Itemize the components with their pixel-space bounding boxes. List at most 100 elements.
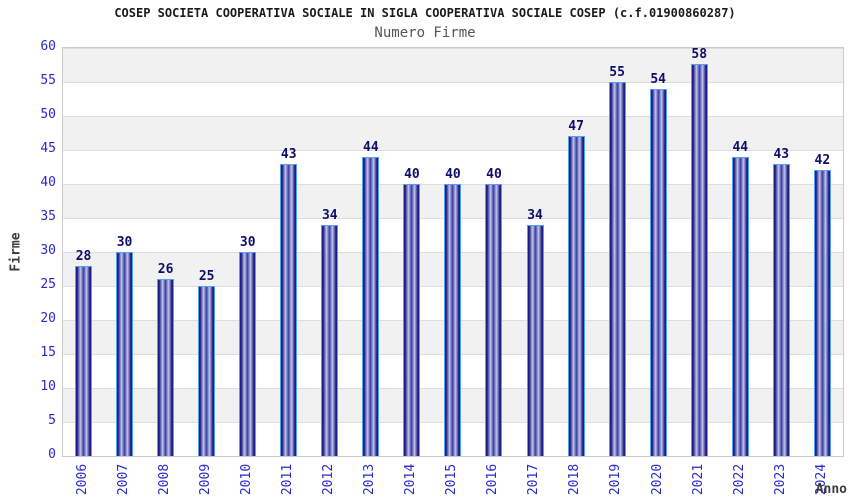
y-tick-label: 45 <box>40 141 56 156</box>
y-tick-label: 50 <box>40 107 56 122</box>
bar-slot-2024: 42 <box>802 48 843 456</box>
bar <box>649 88 667 456</box>
bar-value-label: 26 <box>157 262 174 278</box>
bar <box>444 184 462 456</box>
bar <box>567 136 585 456</box>
chart-subtitle: Numero Firme <box>374 25 476 41</box>
x-tick-slot: 2017 <box>514 458 555 500</box>
bar <box>813 170 831 456</box>
bar-slot-2006: 28 <box>63 48 104 456</box>
y-tick-label: 55 <box>40 73 56 88</box>
bar-slot-2010: 30 <box>227 48 268 456</box>
bar <box>526 224 544 456</box>
bar-value-label: 55 <box>609 65 625 80</box>
bar-slot-2023: 43 <box>761 48 802 456</box>
y-tick-label: 10 <box>40 379 56 394</box>
bar <box>608 82 626 456</box>
x-tick-label: 2021 <box>690 463 706 495</box>
x-tick-slot: 2011 <box>267 458 308 500</box>
x-tick-label: 2015 <box>444 463 460 495</box>
bar <box>362 156 380 456</box>
bar-slot-2012: 34 <box>309 48 350 456</box>
x-tick-label: 2009 <box>198 463 214 495</box>
x-tick-label: 2017 <box>526 463 542 495</box>
x-tick-slot: 2010 <box>226 458 267 500</box>
x-tick-slot: 2009 <box>185 458 226 500</box>
x-tick-slot: 2007 <box>103 458 144 500</box>
x-tick-label: 2010 <box>239 463 255 495</box>
x-tick-label: 2022 <box>731 463 747 495</box>
bar-value-label: 42 <box>814 153 831 169</box>
bar-value-label: 40 <box>404 167 420 183</box>
x-tick-label: 2008 <box>157 463 173 495</box>
x-tick-labels: 2006 2007 2008 2009 2010 2011 2012 2013 2014 2015… <box>62 458 842 500</box>
x-tick-slot: 2012 <box>308 458 349 500</box>
y-tick-label: 5 <box>48 413 56 428</box>
bar-value-label: 43 <box>773 146 790 162</box>
bar-slot-2014: 40 <box>391 48 432 456</box>
x-tick-label: 2007 <box>116 463 132 495</box>
x-tick-label: 2011 <box>280 463 296 495</box>
x-tick-slot: 2021 <box>678 458 719 500</box>
bar <box>280 163 298 456</box>
bar-value-label: 25 <box>198 269 215 284</box>
bar <box>690 64 708 456</box>
x-tick-label: 2013 <box>362 463 378 495</box>
bar <box>239 252 257 456</box>
x-tick-label: 2018 <box>567 463 583 495</box>
bars-row: 28 30 26 25 30 43 34 44 40 40 40 34 47 55 54 58 44 43 42 <box>63 48 843 456</box>
bar <box>116 252 134 456</box>
y-tick-label: 30 <box>40 243 56 258</box>
x-tick-slot: 2022 <box>719 458 760 500</box>
x-tick-slot: 2008 <box>144 458 185 500</box>
bar <box>198 286 216 456</box>
bar-value-label: 54 <box>650 71 666 87</box>
bar <box>403 184 421 456</box>
bar-slot-2020: 54 <box>638 48 679 456</box>
bar-slot-2009: 25 <box>186 48 227 456</box>
x-tick-label: 2023 <box>772 463 788 495</box>
y-tick-label: 25 <box>40 277 56 292</box>
x-tick-label: 2019 <box>608 463 624 495</box>
x-tick-label: 2020 <box>649 463 665 495</box>
x-tick-label: 2006 <box>75 463 91 495</box>
x-tick-slot: 2019 <box>596 458 637 500</box>
x-tick-label: 2012 <box>321 463 337 495</box>
bar-slot-2017: 34 <box>515 48 556 456</box>
bar-slot-2015: 40 <box>432 48 473 456</box>
bar-slot-2019: 55 <box>597 48 638 456</box>
x-axis-title: Anno <box>815 482 847 497</box>
bar-slot-2016: 40 <box>473 48 514 456</box>
y-tick-label: 60 <box>40 39 56 54</box>
x-tick-label: 2014 <box>403 463 419 495</box>
y-tick-label: 40 <box>40 175 56 190</box>
bar-value-label: 34 <box>527 207 543 223</box>
bar <box>772 163 790 456</box>
bar-slot-2007: 30 <box>104 48 145 456</box>
x-tick-slot: 2013 <box>349 458 390 500</box>
bar-value-label: 40 <box>486 167 502 183</box>
bar-slot-2018: 47 <box>556 48 597 456</box>
x-tick-slot: 2006 <box>62 458 103 500</box>
bar-value-label: 43 <box>280 146 297 162</box>
bar <box>321 224 339 456</box>
y-tick-label: 35 <box>40 209 56 224</box>
y-tick-label: 20 <box>40 311 56 326</box>
bar <box>75 265 93 456</box>
bar-value-label: 28 <box>75 248 92 264</box>
bar-slot-2008: 26 <box>145 48 186 456</box>
x-tick-slot: 2016 <box>472 458 513 500</box>
x-tick-label: 2016 <box>485 463 501 495</box>
bar-slot-2021: 58 <box>679 48 720 456</box>
bar-value-label: 34 <box>321 207 338 223</box>
x-tick-slot: 2014 <box>390 458 431 500</box>
bar <box>485 184 503 456</box>
x-tick-slot: 2018 <box>555 458 596 500</box>
bar <box>157 279 175 456</box>
y-tick-label: 15 <box>40 345 56 360</box>
y-tick-label: 0 <box>48 447 56 462</box>
bar <box>731 156 749 456</box>
bar-value-label: 40 <box>445 167 461 183</box>
bar-value-label: 44 <box>363 139 379 155</box>
